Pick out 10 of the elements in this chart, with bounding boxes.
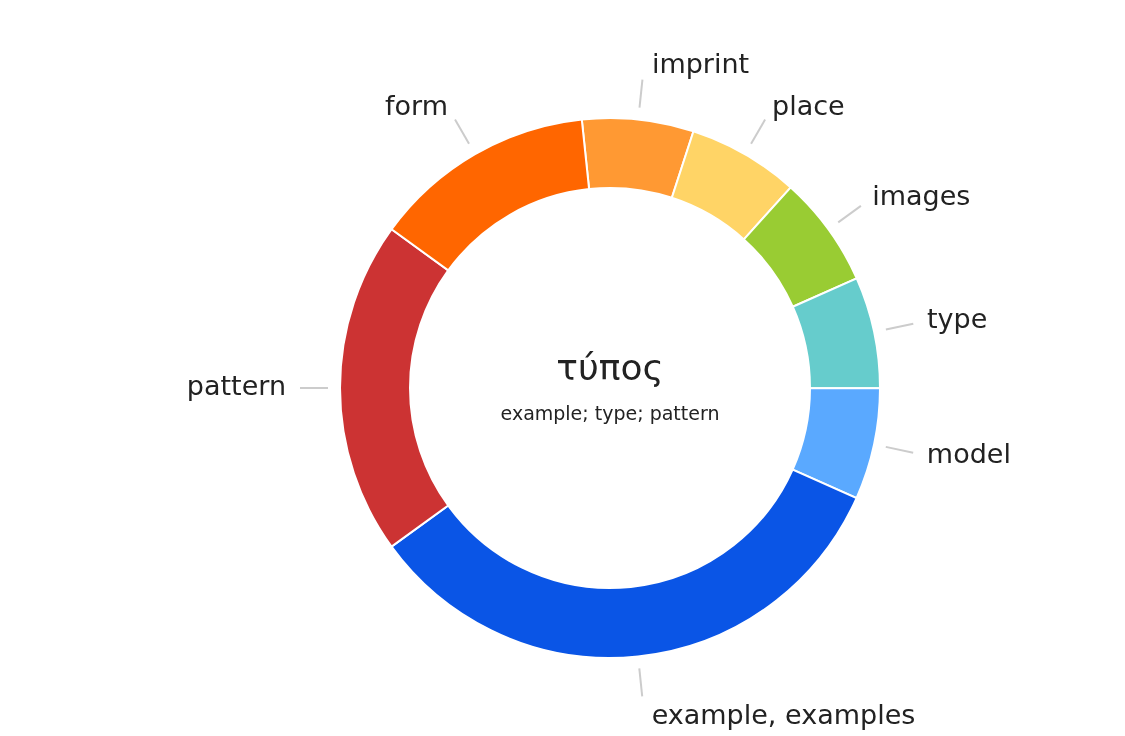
slice-label: images xyxy=(872,180,971,212)
slice-label: type xyxy=(926,303,988,335)
text: τύπος xyxy=(556,347,664,388)
slice-label: pattern xyxy=(186,370,286,402)
slice-label: form xyxy=(385,89,449,121)
slice-label: place xyxy=(772,89,845,121)
slice-label: example, examples xyxy=(651,698,916,730)
slice-label: imprint xyxy=(651,48,750,80)
slice-label: model xyxy=(926,438,1011,470)
text: example; type; pattern xyxy=(500,402,720,424)
